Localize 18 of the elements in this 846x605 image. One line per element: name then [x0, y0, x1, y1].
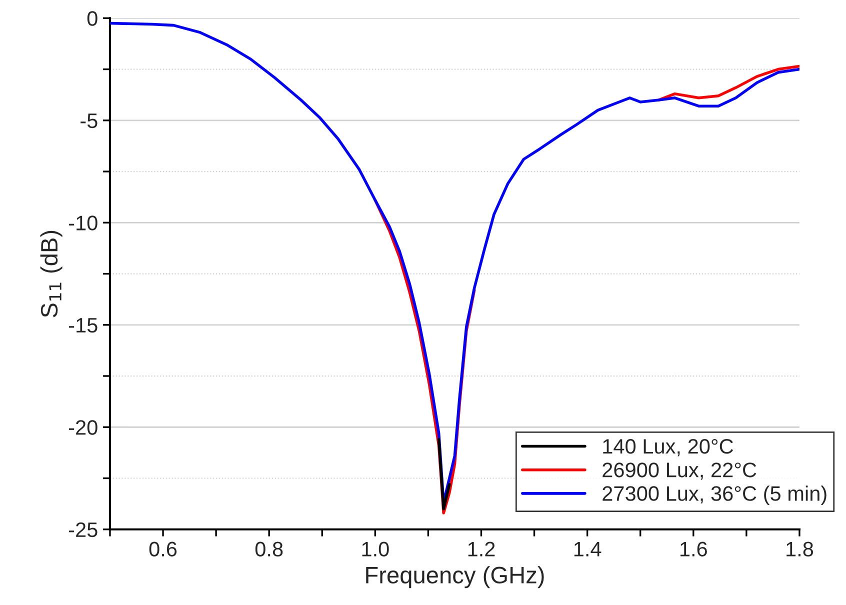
legend-label: 27300 Lux, 36°C (5 min) [602, 486, 826, 506]
y-axis-title: S$_{11}$ (dB) [40, 230, 62, 318]
x-axis-title: Frequency (GHz) [366, 566, 544, 588]
y-tick-label: -15 [68, 318, 98, 333]
x-tick-label: 0.8 [255, 542, 283, 556]
y-tick-label: 0 [87, 11, 98, 26]
x-tick-label: 1.0 [362, 542, 389, 556]
y-tick-label: -5 [80, 114, 98, 128]
x-tick-label: 0.6 [149, 542, 177, 556]
x-tick-label: 1.4 [574, 542, 602, 556]
x-tick-label: 1.6 [680, 542, 707, 556]
legend-label: 140 Lux, 20°C [603, 438, 734, 456]
y-tick-label: -10 [68, 216, 98, 230]
y-tick-label: -20 [68, 420, 98, 435]
legend-label: 26900 Lux, 22°C [602, 462, 756, 480]
x-tick-label: 1.8 [786, 542, 814, 556]
y-tick-label: -25 [68, 522, 98, 538]
x-tick-label: 1.2 [468, 542, 495, 556]
